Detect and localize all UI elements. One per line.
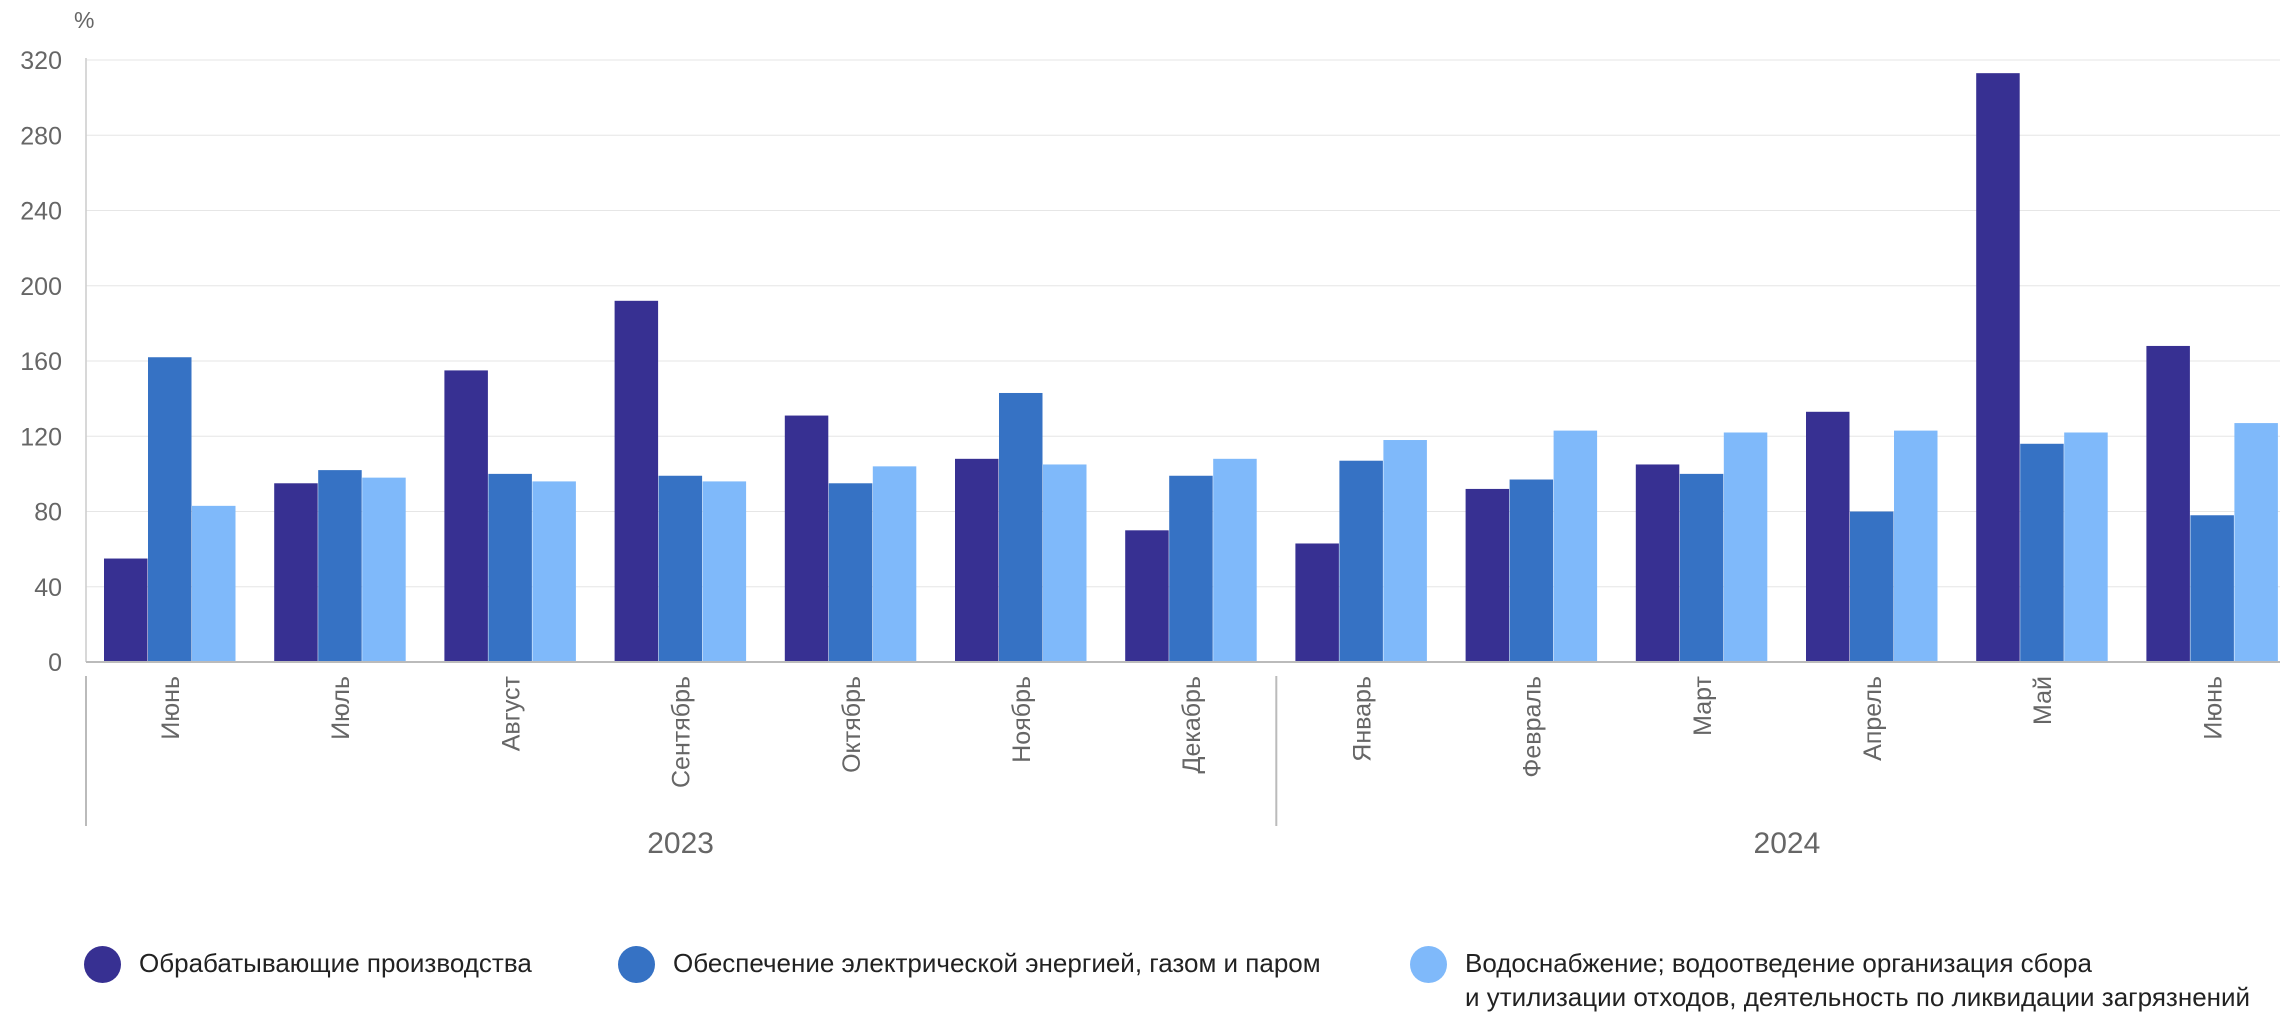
bar [532,481,576,662]
bar [1635,464,1680,662]
bar [872,466,917,662]
bar [999,392,1043,662]
x-tick-label: Июнь [157,676,185,740]
bar [1043,464,1087,662]
x-tick-label: Февраль [1519,676,1547,778]
bar [1465,488,1510,662]
bar [444,370,488,662]
x-tick-label: Июль [327,676,355,740]
bar [148,357,192,662]
legend-item-energy[interactable]: Обеспечение электрической энергией, газо… [618,946,1321,983]
bar [1679,473,1724,662]
x-group-label: 2024 [1754,827,1821,860]
bar-chart: 0 40 80 120 160 200 240 280 320 Июнь Июль Август Сен… [20,7,2280,860]
x-tick-label: Март [1689,675,1717,735]
x-tick-label: Апрель [1859,676,1887,761]
legend-label-energy: Обеспечение электрической энергией, газо… [673,948,1321,978]
bar [1894,430,1938,662]
bar [1976,73,2020,662]
bar [955,458,999,662]
y-tick-label: 80 [34,499,62,527]
x-tick-label: Декабрь [1178,676,1206,773]
bar [2020,443,2064,662]
bar [318,470,362,662]
bar [2190,515,2234,662]
y-tick-label: 120 [20,423,62,451]
bar [702,481,747,662]
y-tick-label: 160 [20,348,62,376]
bar [614,300,659,662]
bar [1383,440,1427,662]
bar [362,477,406,662]
bar [1806,411,1850,662]
x-tick-label: Октябрь [838,676,866,773]
bar [1213,458,1257,662]
bar [1295,543,1339,662]
x-tick-label: Май [2029,676,2057,725]
legend-label-water: Водоснабжение; водоотведение организация… [1465,948,2251,1012]
chart-legend: Обрабатывающие производства Обеспечение … [84,946,2280,1014]
bar [1723,432,1768,662]
bar [1169,475,1213,662]
legend-swatch-manufacturing [84,946,121,983]
bar [1553,430,1598,662]
bar [2234,423,2278,662]
x-tick-label: Август [497,675,525,751]
bar [658,475,703,662]
y-tick-label: 240 [20,198,62,226]
legend-swatch-water [1410,946,1447,983]
y-tick-label: 320 [20,47,62,75]
x-tick-label: Сентябрь [668,676,696,788]
bar [2146,345,2190,662]
x-group-label: 2023 [647,827,714,860]
y-axis-unit-label: % [74,7,94,33]
y-tick-label: 280 [20,122,62,150]
x-tick-label: Ноябрь [1008,676,1036,763]
bar [1339,460,1383,662]
y-tick-label: 40 [34,574,62,602]
bar [1850,511,1894,662]
bar [1509,479,1554,662]
bar [828,483,873,662]
bar [784,415,829,662]
bar [1125,530,1169,662]
bar [104,558,148,662]
legend-swatch-energy [618,946,655,983]
bar [2064,432,2108,662]
legend-item-water[interactable]: Водоснабжение; водоотведение организация… [1410,946,2250,1014]
legend-item-manufacturing[interactable]: Обрабатывающие производства [84,946,532,983]
bar [192,505,236,662]
y-tick-label: 200 [20,273,62,301]
x-tick-label: Январь [1348,676,1376,762]
bar [488,473,532,662]
y-tick-label: 0 [48,649,62,677]
x-tick-label: Июнь [2199,676,2227,740]
legend-label-manufacturing: Обрабатывающие производства [139,948,532,978]
bar [274,483,318,662]
